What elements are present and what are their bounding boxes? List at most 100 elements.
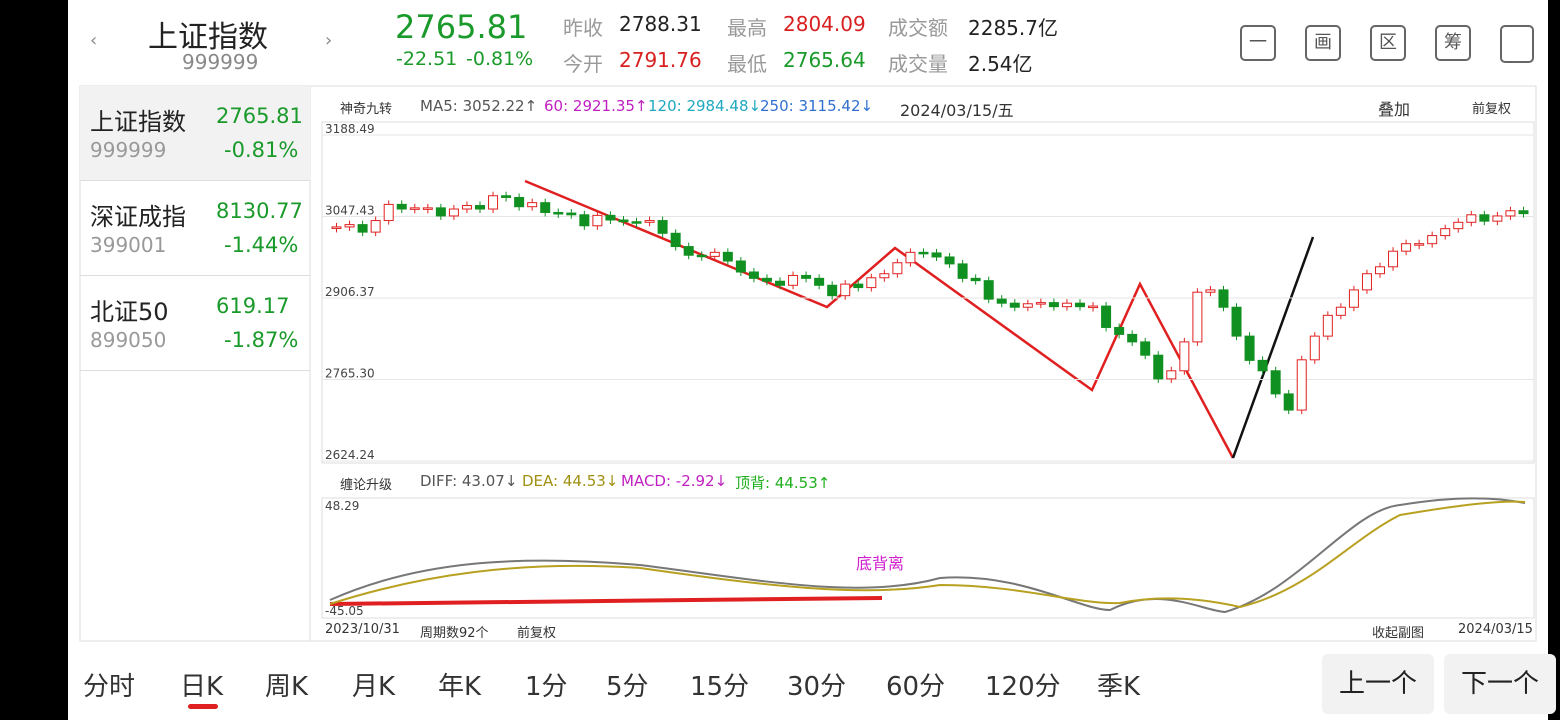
candle [879,273,890,279]
candle [422,207,433,210]
side-name[interactable]: 深证成指 [90,203,186,231]
candle [1388,250,1399,268]
tab[interactable]: 30分 [787,672,847,702]
pct: -0.81% [466,48,534,70]
candle [1101,305,1112,328]
y-tick-label: 2906.37 [325,285,375,299]
edge [1548,0,1560,720]
candle [409,207,420,210]
change: -22.51 [396,48,458,70]
tab[interactable]: 年K [438,672,482,702]
tab[interactable]: 周K [265,672,309,702]
side-price: 2765.81 [216,104,303,128]
candle [370,220,381,233]
candle [670,232,681,248]
tool-button[interactable]: 区 [1370,25,1406,61]
tab[interactable]: 月K [352,672,396,702]
footer-label: 2024/03/15 [1458,622,1533,637]
tab[interactable]: 5分 [606,672,649,702]
macd-label: DIFF: 43.07↓ [420,472,518,490]
candle [696,254,707,258]
side-pct: -0.81% [224,138,299,162]
nav-button[interactable]: 上一个 [1322,654,1434,714]
side-name[interactable]: 北证50 [90,298,169,326]
dea-line [329,500,1526,609]
candle [970,277,981,282]
tool-button[interactable]: 筹 [1435,25,1471,61]
candle [1375,266,1385,275]
candle [709,251,720,257]
tab[interactable]: 1分 [525,672,568,702]
stat-label: 今开 [563,52,603,76]
macd-label: MACD: -2.92↓ [621,472,728,490]
candle [1296,359,1307,411]
stat-label: 最低 [727,52,767,76]
candle [775,280,785,286]
tab[interactable]: 日K [180,672,224,702]
nav-button[interactable]: 下一个 [1444,654,1556,714]
macd-label: DEA: 44.53↓ [522,472,619,490]
candle [631,221,642,224]
candle [957,263,968,279]
side-name[interactable]: 上证指数 [90,108,186,136]
candle [1505,210,1516,217]
candle [1453,221,1464,230]
candle [905,251,916,264]
side-pct: -1.87% [224,328,299,352]
candle [722,251,733,262]
diff-line [329,497,1526,614]
candle [1075,302,1085,308]
y-tick-label: 3188.49 [325,122,375,136]
tab[interactable]: 15分 [690,672,750,702]
candle [1479,214,1490,222]
stat-value: 2.54亿 [968,52,1033,76]
candle [435,207,446,217]
tab[interactable]: 分时 [83,672,136,702]
candle [983,280,994,300]
candle [592,214,603,227]
next-arrow[interactable]: › [325,30,333,51]
tool-button[interactable]: 一 [1240,25,1276,61]
footer-label[interactable]: 收起副图 [1372,626,1425,641]
macd-tick: -45.05 [325,604,364,618]
indicator[interactable]: 神奇九转 [340,102,393,117]
stat-label: 成交量 [888,52,948,76]
row-line [80,180,310,181]
macd-name[interactable]: 缠论升级 [340,478,393,493]
y-tick-label: 2765.30 [325,367,375,381]
prev-arrow[interactable]: ‹ [90,30,98,51]
candle [748,271,759,279]
stat-value: 2804.09 [783,12,866,36]
candle [1166,370,1177,380]
macd-label: 顶背: 44.53↑ [735,474,831,492]
tool-button[interactable] [1500,25,1534,63]
tool-button[interactable]: 画 [1305,25,1341,61]
candle [501,195,512,198]
stat-label: 成交额 [888,16,948,40]
tab[interactable]: 60分 [886,672,946,702]
candle [448,208,459,217]
y-tick-label: 3047.43 [325,203,375,217]
edge [0,0,68,720]
date: 2024/03/15/五 [900,101,1014,120]
candle [1022,303,1033,308]
overlay[interactable]: 叠加 [1378,100,1411,119]
ma-label: MA5: 3052.22↑ [420,97,538,115]
plot-frame [321,121,1535,464]
candle [1205,289,1216,293]
macd-tick: 48.29 [325,499,360,513]
stat-value: 2788.31 [619,12,702,36]
candle [801,274,812,279]
tab-underline [188,704,218,709]
adjust[interactable]: 前复权 [1472,102,1512,117]
tab[interactable]: 120分 [985,672,1061,702]
side-code: 999999 [90,138,167,162]
candle [788,274,799,286]
macd-frame [321,497,1535,619]
candle [461,205,472,210]
tab[interactable]: 季K [1097,672,1141,702]
candle [866,277,877,289]
candle [618,219,629,223]
candle [918,251,929,255]
side-code: 899050 [90,328,167,352]
